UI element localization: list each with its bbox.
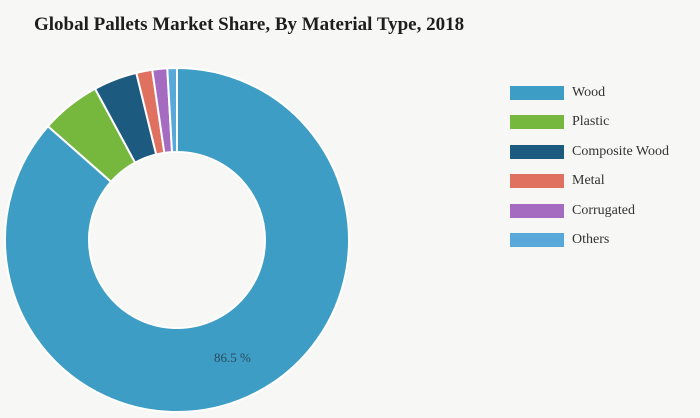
legend-label: Composite Wood — [572, 143, 670, 159]
legend-label: Corrugated — [572, 202, 635, 218]
chart-title: Global Pallets Market Share, By Material… — [34, 14, 465, 35]
slice-wood — [4, 66, 350, 413]
legend-item-composite-wood: Composite Wood — [510, 137, 669, 167]
legend-swatch — [510, 115, 564, 130]
legend-swatch — [510, 85, 564, 100]
legend-swatch — [510, 144, 564, 159]
chart-legend: Wood Plastic Composite Wood Metal Corrugated… — [510, 78, 669, 255]
legend-swatch — [510, 203, 564, 218]
legend-item-others: Others — [510, 226, 669, 256]
legend-swatch — [510, 233, 564, 248]
data-label-wood: 86.5 % — [214, 350, 251, 365]
donut-slices — [4, 66, 350, 413]
legend-label: Plastic — [572, 114, 610, 130]
legend-swatch — [510, 174, 564, 189]
legend-item-wood: Wood — [510, 78, 669, 108]
legend-item-plastic: Plastic — [510, 108, 669, 138]
data-labels: 86.5 % — [214, 350, 251, 365]
legend-label: Metal — [572, 173, 605, 189]
legend-label: Wood — [572, 84, 606, 100]
slice-others — [166, 66, 178, 154]
legend-item-corrugated: Corrugated — [510, 196, 669, 226]
legend-label: Others — [572, 232, 610, 248]
legend-item-metal: Metal — [510, 167, 669, 197]
